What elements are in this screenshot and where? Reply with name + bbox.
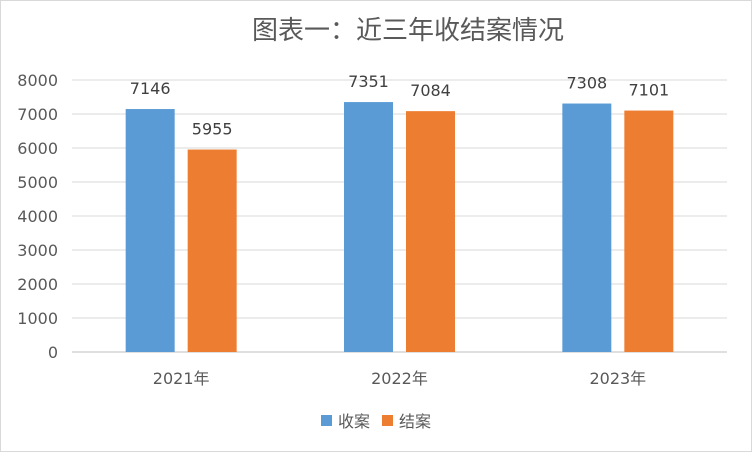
bar-series-1-2 xyxy=(624,110,674,352)
x-tick-label: 2021年 xyxy=(153,369,210,388)
y-tick-label: 6000 xyxy=(17,139,58,158)
legend-label: 结案 xyxy=(399,412,432,431)
x-tick-label: 2022年 xyxy=(371,369,428,388)
bar-series-1-1 xyxy=(406,111,455,352)
bar-series-1-0 xyxy=(187,149,237,352)
chart-title: 图表一：近三年收结案情况 xyxy=(251,16,564,46)
y-tick-label: 2000 xyxy=(17,275,58,294)
y-tick-label: 8000 xyxy=(17,71,58,90)
legend-label: 收案 xyxy=(337,412,370,431)
bar-series-0-2 xyxy=(562,103,612,352)
legend-item-series-0: 收案 xyxy=(320,408,370,432)
bar-series-0-1 xyxy=(344,102,393,352)
y-tick-label: 3000 xyxy=(17,241,58,260)
x-tick-label: 2023年 xyxy=(589,369,646,388)
data-label: 7351 xyxy=(348,72,389,91)
data-label: 5955 xyxy=(192,120,233,139)
y-tick-label: 5000 xyxy=(17,173,58,192)
data-label: 7101 xyxy=(628,81,669,100)
data-label: 7308 xyxy=(566,74,607,93)
y-tick-label: 4000 xyxy=(17,207,58,226)
legend: 收案 结案 xyxy=(0,408,752,432)
data-label: 7146 xyxy=(130,79,171,98)
data-label: 7084 xyxy=(410,81,451,100)
y-tick-label: 7000 xyxy=(17,105,58,124)
y-tick-label: 0 xyxy=(48,343,58,362)
legend-item-series-1: 结案 xyxy=(382,408,431,432)
legend-swatch xyxy=(382,414,393,426)
bar-series-0-0 xyxy=(125,109,175,352)
legend-swatch xyxy=(320,414,332,426)
y-tick-label: 1000 xyxy=(17,309,58,328)
